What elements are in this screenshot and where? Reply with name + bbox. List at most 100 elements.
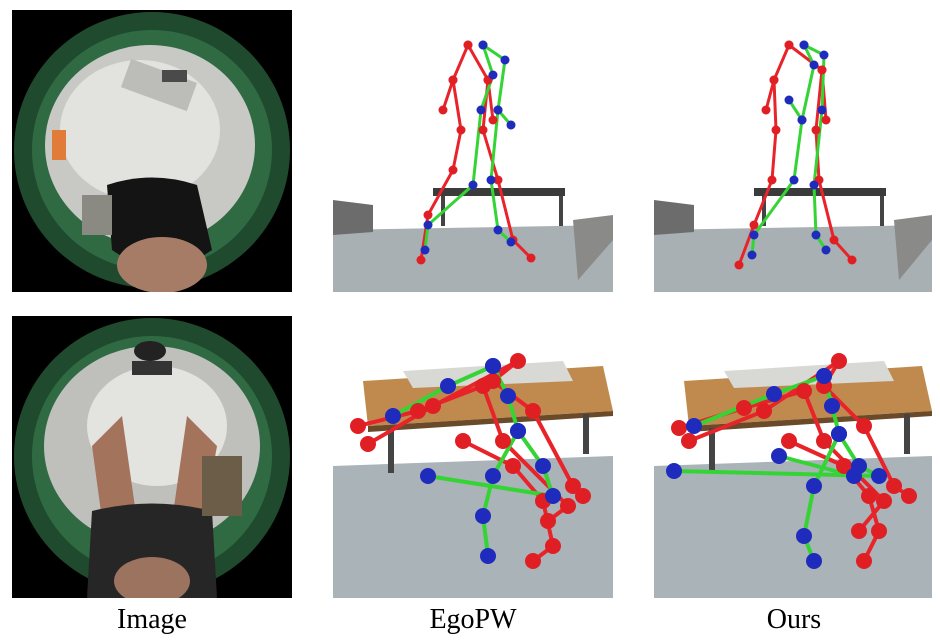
skeleton-red-bone	[752, 179, 774, 226]
skeleton-red-joint	[756, 403, 772, 419]
skeleton-red-joint	[749, 220, 759, 230]
skeleton-red-bone	[441, 79, 455, 111]
skeleton-red-joint	[423, 210, 433, 220]
skeleton-green-bone	[496, 59, 507, 111]
caption-egopw: EgoPW	[429, 604, 517, 635]
skeleton-red-joint	[456, 125, 466, 135]
skeleton-red-joint	[851, 523, 867, 539]
skeleton-red-joint	[525, 553, 541, 569]
skeleton-blue-joint	[806, 478, 822, 494]
skeleton-red-bone	[481, 129, 500, 181]
skeleton-red-joint	[767, 175, 777, 185]
skeleton-blue-joint	[476, 105, 486, 115]
skeleton-blue-joint	[817, 105, 827, 115]
skeleton-red-joint	[360, 436, 376, 452]
skeleton-red-joint	[901, 488, 917, 504]
skeleton-red-joint	[488, 115, 498, 125]
skeleton-red-joint	[817, 65, 827, 75]
skeleton-green-bone	[392, 384, 449, 418]
skeleton-blue-joint	[789, 175, 799, 185]
skeleton-red-joint	[871, 523, 887, 539]
skeleton-red-joint	[505, 458, 521, 474]
skeleton-blue-joint	[809, 180, 819, 190]
skeleton-blue-joint	[846, 468, 862, 484]
skeleton-red-bone	[862, 425, 896, 487]
skeleton-blue-joint	[420, 245, 430, 255]
skeleton-blue-joint	[485, 358, 501, 374]
skeleton-blue-joint	[385, 408, 401, 424]
skeleton-red-joint	[438, 105, 448, 115]
skeleton-blue-joint	[493, 105, 503, 115]
skeleton-red-joint	[831, 353, 847, 369]
skeleton-blue-joint	[816, 368, 832, 384]
skeleton-red-joint	[811, 125, 821, 135]
skeleton-red-joint	[575, 488, 591, 504]
skeleton-green-bone	[812, 184, 818, 236]
skeleton-red-joint	[416, 255, 426, 265]
skeleton-green-bone	[481, 44, 495, 76]
skeleton-red-bone	[817, 179, 836, 241]
skeleton-blue-joint	[423, 220, 433, 230]
skeleton-red-bone	[451, 79, 463, 131]
skeleton-red-bone	[481, 385, 505, 442]
skeleton-red-joint	[565, 478, 581, 494]
skeleton-green-bone	[427, 474, 554, 498]
skeleton-blue-joint	[478, 40, 488, 50]
skeleton-blue-joint	[799, 40, 809, 50]
skeleton-blue-joint	[506, 120, 516, 130]
skeleton-red-joint	[836, 458, 852, 474]
skeleton-red-joint	[540, 513, 556, 529]
skeleton-green-bone	[812, 433, 841, 487]
skeleton-red-joint	[829, 235, 839, 245]
skeleton-red-bone	[531, 410, 575, 487]
skeleton-red-joint	[681, 433, 697, 449]
skeleton-blue-joint	[784, 95, 794, 105]
skeleton-red-bone	[772, 79, 778, 131]
skeleton-blue-joint	[475, 508, 491, 524]
skeleton-green-bone	[752, 179, 796, 236]
skeleton-red-joint	[671, 420, 687, 436]
skeleton-red-joint	[876, 493, 892, 509]
skeleton-red-joint	[350, 418, 366, 434]
skeleton-blue-joint	[485, 468, 501, 484]
skeleton-red-joint	[493, 175, 503, 185]
skeleton-red-bone	[688, 409, 765, 443]
skeleton-green-bone	[489, 179, 500, 231]
skeleton-blue-joint	[506, 237, 516, 247]
skeleton-blue-joint	[468, 180, 478, 190]
skeleton-blue-joint	[493, 225, 503, 235]
skeleton-blue-joint	[821, 245, 831, 255]
skeleton-red-joint	[771, 125, 781, 135]
skeleton-red-joint	[796, 383, 812, 399]
skeleton-red-joint	[448, 165, 458, 175]
skeleton-blue-joint	[666, 463, 682, 479]
skeleton-red-joint	[856, 418, 872, 434]
skeleton-red-joint	[463, 40, 473, 50]
skeleton-green-bone	[447, 364, 494, 388]
skeleton-red-joint	[736, 400, 752, 416]
skeleton-red-joint	[495, 433, 511, 449]
skeleton-red-bone	[462, 439, 514, 468]
skeleton-green-bone	[792, 119, 804, 181]
skeleton-red-joint	[856, 553, 872, 569]
skeleton-blue-joint	[797, 115, 807, 125]
skeleton-blue-joint	[809, 60, 819, 70]
skeleton-red-bone	[426, 169, 455, 216]
skeleton-red-joint	[425, 398, 441, 414]
skeleton-green-bone	[812, 109, 824, 186]
skeleton-red-joint	[510, 353, 526, 369]
skeleton-blue-joint	[871, 468, 887, 484]
skeleton-blue-joint	[500, 55, 510, 65]
skeleton-red-joint	[769, 75, 779, 85]
skeleton-blue-joint	[806, 553, 822, 569]
egopw-result-row1	[333, 10, 613, 292]
skeleton-blue-joint	[747, 250, 757, 260]
skeleton-red-joint	[816, 433, 832, 449]
skeleton-red-joint	[821, 115, 831, 125]
skeleton-red-joint	[525, 403, 541, 419]
skeleton-green-bone	[693, 392, 775, 428]
skeleton-blue-joint	[749, 230, 759, 240]
skeleton-green-bone	[802, 485, 816, 537]
skeleton-blue-joint	[686, 418, 702, 434]
skeleton-red-bone	[466, 44, 490, 81]
